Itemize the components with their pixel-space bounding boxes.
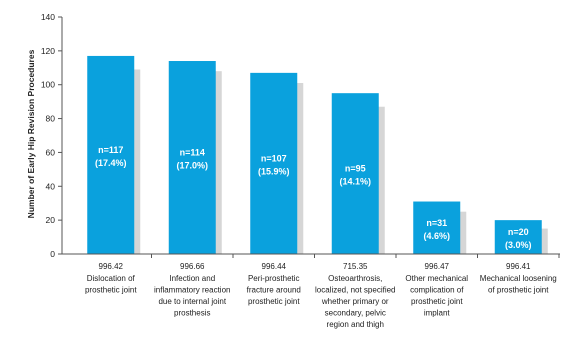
bar-data-label-percent: (14.1%) — [339, 177, 371, 187]
category-label-line: whether primary or — [321, 297, 389, 306]
bar — [331, 93, 379, 254]
axes — [58, 16, 560, 258]
category-label-line: of prosthetic joint — [488, 286, 549, 295]
category-label-line: prosthetic joint — [248, 297, 300, 306]
bar — [494, 220, 542, 254]
y-tick-label: 140 — [41, 12, 55, 22]
bar — [87, 55, 135, 254]
bar-shadows — [93, 69, 548, 255]
category-label-line: Peri-prosthetic — [248, 274, 300, 283]
category-label-line: inflammatory reaction — [154, 286, 230, 295]
y-tick-label: 0 — [50, 249, 55, 259]
category-code: 996.47 — [425, 262, 450, 271]
y-tick-label: 20 — [46, 215, 56, 225]
bar-data-label-percent: (4.6%) — [423, 231, 450, 241]
category-label-line: implant — [424, 309, 451, 318]
bar-data-label: n=117 — [98, 145, 123, 155]
category-code: 715.35 — [343, 262, 368, 271]
category-code: 996.42 — [99, 262, 124, 271]
category-label-line: complication of — [410, 286, 464, 295]
category-code: 996.41 — [506, 262, 531, 271]
category-label-line: secondary, pelvic — [325, 309, 386, 318]
category-label-line: prosthetic joint — [85, 286, 137, 295]
category-label-line: fracture around — [247, 286, 301, 295]
bar-data-label: n=107 — [261, 153, 287, 163]
y-tick-label: 60 — [46, 147, 56, 157]
category-label-line: region and thigh — [327, 320, 384, 329]
y-tick-label: 100 — [41, 80, 55, 90]
bars — [87, 55, 542, 255]
bar-data-label: n=114 — [180, 148, 205, 158]
labels: 0 20 40 60 80 100 120 140 n=117 (17.4%) 996.42 Disl… — [41, 12, 557, 329]
y-tick-label: 80 — [46, 114, 56, 124]
bar-data-label-percent: (17.0%) — [176, 161, 208, 171]
y-axis-title: Number of Early Hip Revision Procedures — [26, 49, 36, 218]
y-tick-label: 40 — [46, 181, 56, 191]
category-label-line: Mechanical loosening — [480, 274, 557, 283]
bar-data-label-percent: (15.9%) — [258, 166, 290, 176]
category-label-line: Other mechanical — [405, 274, 468, 283]
category-code: 996.44 — [262, 262, 287, 271]
category-label-line: due to internal joint — [158, 297, 226, 306]
category-label-line: prosthetic joint — [411, 297, 463, 306]
bar-data-label: n=31 — [426, 218, 447, 228]
bar — [413, 201, 461, 254]
bar — [250, 72, 298, 254]
category-code: 996.66 — [180, 262, 205, 271]
category-label-line: Osteoarthrosis, — [328, 274, 382, 283]
bar — [168, 61, 216, 255]
category-label-line: Infection and — [169, 274, 215, 283]
bar-data-label-percent: (3.0%) — [505, 240, 532, 250]
bar-data-label-percent: (17.4%) — [95, 158, 127, 168]
bar-data-label: n=95 — [345, 164, 366, 174]
category-label-line: Dislocation of — [87, 274, 136, 283]
y-tick-label: 120 — [41, 46, 55, 56]
bar-data-label: n=20 — [508, 227, 529, 237]
category-label-line: localized, not specified — [315, 286, 396, 295]
category-label-line: prosthesis — [174, 309, 210, 318]
